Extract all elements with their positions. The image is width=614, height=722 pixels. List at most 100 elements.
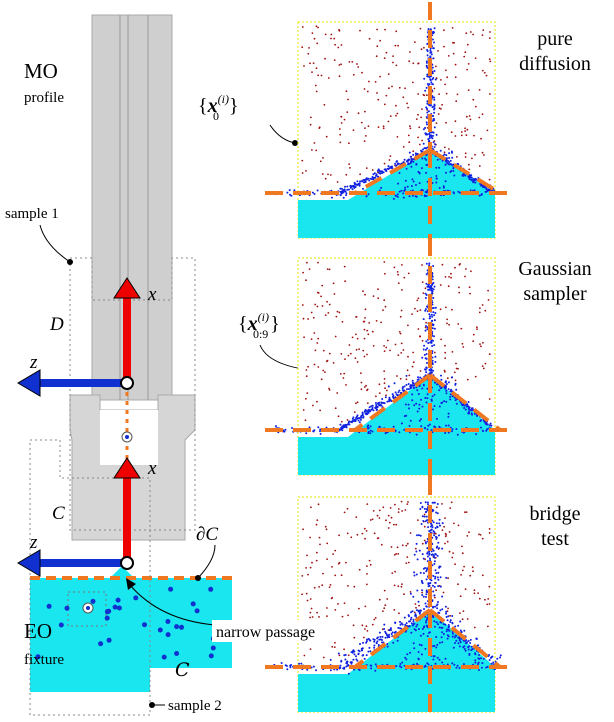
boundary-sample (376, 169, 379, 172)
boundary-sample (464, 649, 467, 652)
boundary-sample (429, 55, 432, 58)
boundary-sample (395, 665, 398, 667)
boundary-sample (365, 195, 368, 198)
boundary-sample (375, 406, 378, 409)
boundary-sample (425, 273, 428, 276)
free-sample (308, 268, 311, 270)
free-sample (349, 167, 351, 169)
free-sample (317, 26, 319, 29)
boundary-sample (426, 163, 429, 166)
boundary-sample (425, 568, 428, 571)
boundary-sample (447, 415, 450, 418)
boundary-sample (435, 181, 438, 184)
boundary-sample (462, 663, 465, 666)
free-sample (305, 369, 308, 371)
boundary-sample (412, 642, 415, 645)
boundary-sample (449, 395, 452, 398)
pointer (197, 544, 216, 579)
boundary-sample (437, 611, 440, 614)
free-sample (387, 120, 390, 123)
free-sample (487, 299, 490, 301)
free-sample (394, 343, 397, 346)
free-sample (321, 305, 324, 307)
boundary-sample (419, 376, 422, 379)
free-sample (315, 67, 318, 70)
boundary-sample (298, 662, 301, 665)
free-sample (466, 378, 469, 381)
boundary-sample (444, 381, 447, 384)
boundary-sample (380, 186, 383, 189)
boundary-sample (425, 595, 427, 598)
free-sample (435, 122, 438, 124)
free-sample (430, 587, 432, 589)
cspace-axis (428, 373, 502, 432)
boundary-sample (403, 158, 406, 161)
free-sample (306, 599, 309, 602)
free-sample (312, 62, 315, 64)
boundary-sample (435, 511, 438, 514)
free-sample (301, 172, 304, 174)
pointer-dot (292, 140, 298, 146)
boundary-sample (376, 637, 379, 640)
boundary-sample (422, 557, 425, 560)
boundary-sample (423, 353, 426, 356)
free-sample (414, 547, 417, 550)
free-sample (457, 367, 459, 370)
free-sample (341, 615, 344, 618)
boundary-sample (421, 582, 424, 585)
boundary-sample (373, 640, 376, 643)
boundary-sample (442, 185, 445, 188)
free-sample (359, 173, 361, 176)
free-sample (444, 83, 446, 86)
free-sample (324, 177, 327, 180)
boundary-sample (431, 131, 434, 134)
free-sample (311, 149, 313, 151)
boundary-sample (451, 428, 454, 431)
free-sample (472, 570, 474, 573)
arrow-head (113, 457, 141, 479)
free-sample (329, 584, 332, 586)
obstacle-point (90, 598, 96, 604)
boundary-sample (451, 430, 453, 433)
boundary-sample (425, 86, 428, 89)
boundary-sample (426, 551, 429, 554)
boundary-sample (430, 289, 433, 292)
boundary-sample (406, 185, 409, 188)
boundary-sample (315, 669, 317, 672)
free-sample (471, 157, 473, 160)
boundary-sample (428, 83, 431, 86)
free-sample (419, 143, 421, 146)
boundary-sample (364, 179, 366, 182)
boundary-sample (435, 133, 438, 136)
free-sample (443, 151, 446, 154)
free-sample (454, 135, 457, 137)
free-sample (476, 328, 478, 330)
boundary-sample (432, 265, 435, 267)
boundary-sample (367, 411, 370, 414)
free-sample (482, 341, 484, 344)
boundary-sample (451, 662, 454, 665)
boundary-sample (416, 153, 418, 155)
boundary-sample (445, 171, 447, 174)
obstacle-point (58, 622, 64, 628)
boundary-sample (426, 397, 429, 400)
free-sample (448, 148, 450, 150)
boundary-sample (460, 631, 463, 633)
boundary-sample (449, 159, 452, 162)
obstacle-point (133, 595, 139, 601)
boundary-sample (429, 529, 432, 532)
boundary-sample (486, 423, 489, 426)
boundary-sample (426, 50, 429, 53)
boundary-sample (455, 428, 458, 430)
arrow-head (17, 369, 41, 397)
label: sample 1 (5, 206, 59, 222)
free-sample (389, 349, 391, 352)
free-sample (363, 386, 366, 388)
free-sample (396, 546, 399, 549)
boundary-sample (479, 420, 482, 422)
free-sample (372, 345, 375, 347)
boundary-sample (440, 374, 442, 377)
obstacle-point (112, 604, 118, 610)
boundary-sample (447, 388, 450, 391)
free-sample (321, 173, 324, 175)
